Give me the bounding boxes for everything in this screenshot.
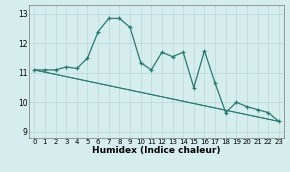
X-axis label: Humidex (Indice chaleur): Humidex (Indice chaleur) xyxy=(92,146,221,155)
